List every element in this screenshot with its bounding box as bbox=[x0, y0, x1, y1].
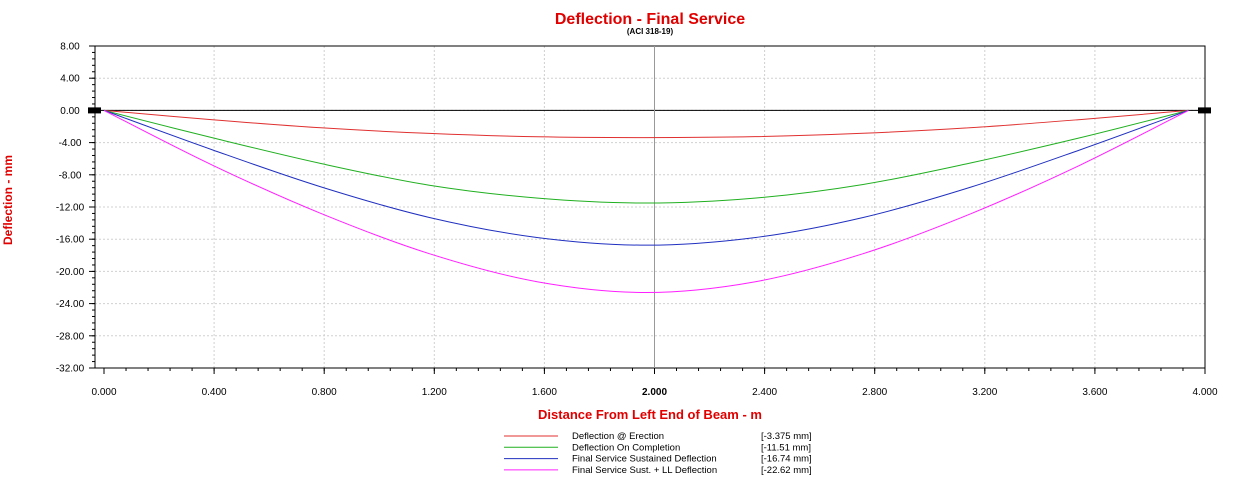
legend-value: [-3.375 mm] bbox=[761, 431, 812, 442]
x-tick-label: 2.800 bbox=[862, 387, 887, 398]
legend-value: [-22.62 mm] bbox=[761, 465, 812, 476]
x-tick-labels: 0.000 0.400 0.800 1.200 1.600 2.000 2.400 2.800… bbox=[91, 387, 1217, 398]
x-tick-label: 4.000 bbox=[1192, 387, 1217, 398]
y-tick-labels: 8.00 4.00 0.00 -4.00 -8.00 -12.00 -16.00 -20.00… bbox=[56, 42, 85, 375]
y-tick-label: 8.00 bbox=[60, 42, 80, 53]
x-tick-label: 1.600 bbox=[532, 387, 557, 398]
legend-value: [-16.74 mm] bbox=[761, 454, 812, 465]
chart-title: Deflection - Final Service bbox=[555, 11, 745, 28]
x-tick-label: 2.400 bbox=[752, 387, 777, 398]
x-tick-label: 3.200 bbox=[972, 387, 997, 398]
legend-label: Final Service Sust. + LL Deflection bbox=[572, 465, 717, 476]
y-tick-label: -8.00 bbox=[59, 170, 82, 181]
y-tick-label: -28.00 bbox=[56, 331, 85, 342]
support-left bbox=[88, 107, 101, 114]
legend-label: Deflection On Completion bbox=[572, 442, 680, 453]
legend-label: Deflection @ Erection bbox=[572, 431, 664, 442]
x-tick-label: 3.600 bbox=[1082, 387, 1107, 398]
y-tick-label: -32.00 bbox=[56, 364, 85, 375]
series-line-1 bbox=[103, 109, 1189, 139]
x-tick-label: 0.000 bbox=[91, 387, 116, 398]
x-tick-label: 2.000 bbox=[642, 387, 667, 398]
legend: Deflection @ Erection [-3.375 mm] Deflecti… bbox=[504, 431, 812, 476]
series-line-2 bbox=[103, 109, 1189, 204]
x-tick-label: 1.200 bbox=[422, 387, 447, 398]
y-tick-label: 4.00 bbox=[60, 74, 80, 85]
y-tick-label: 0.00 bbox=[60, 106, 80, 117]
grid bbox=[95, 46, 1205, 368]
series-line-3 bbox=[103, 109, 1189, 246]
x-tick-label: 0.400 bbox=[202, 387, 227, 398]
plot-area bbox=[94, 45, 1206, 369]
series-lines bbox=[103, 109, 1189, 293]
y-tick-label: -4.00 bbox=[59, 138, 82, 149]
y-tick-label: -12.00 bbox=[56, 203, 85, 214]
x-axis-label: Distance From Left End of Beam - m bbox=[538, 407, 762, 422]
y-tick-label: -20.00 bbox=[56, 267, 85, 278]
legend-value: [-11.51 mm] bbox=[761, 442, 811, 453]
series-line-4 bbox=[103, 109, 1189, 293]
legend-label: Final Service Sustained Deflection bbox=[572, 454, 717, 465]
y-tick-label: -24.00 bbox=[56, 299, 85, 310]
supports bbox=[88, 107, 1211, 114]
axis-ticks bbox=[89, 45, 1206, 374]
support-right bbox=[1198, 107, 1211, 114]
chart-subtitle: (ACI 318-19) bbox=[627, 27, 674, 36]
x-tick-label: 0.800 bbox=[312, 387, 337, 398]
y-tick-label: -16.00 bbox=[56, 235, 85, 246]
y-axis-label: Deflection - mm bbox=[1, 155, 15, 245]
